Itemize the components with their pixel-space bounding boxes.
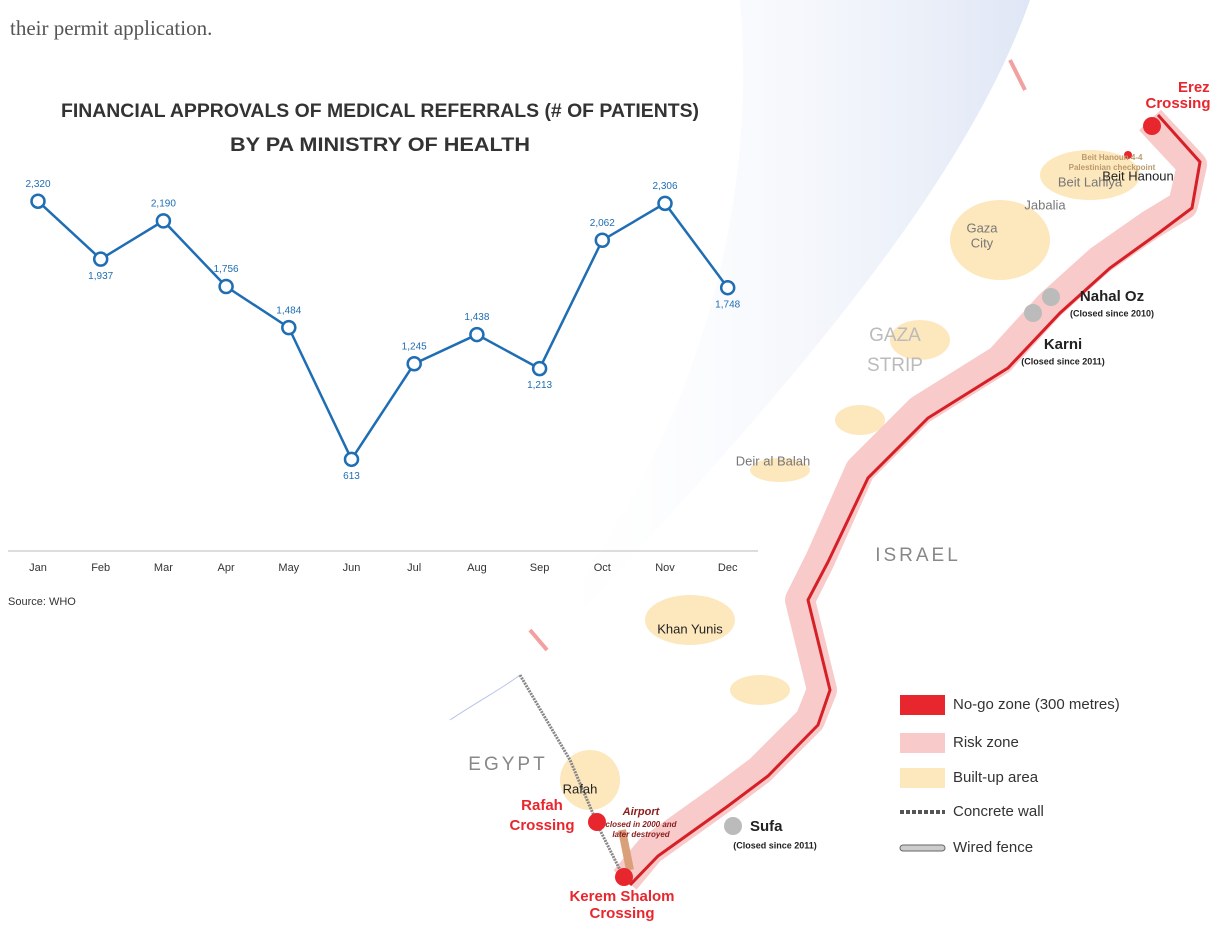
map-label: STRIP bbox=[867, 355, 923, 376]
point bbox=[92, 251, 109, 267]
border-fence bbox=[518, 674, 627, 881]
line-chart: FINANCIAL APPROVALS OF MEDICAL REFERRALS… bbox=[8, 101, 758, 608]
map-label: Nahal Oz bbox=[1080, 288, 1144, 305]
data-label: 2,062 bbox=[590, 218, 615, 229]
point bbox=[343, 451, 360, 468]
map: Erez Crossing Beit Hanoun 4-4 Palestinia… bbox=[449, 0, 1211, 922]
map-label: (Closed since 2011) bbox=[1021, 356, 1105, 366]
risk-zone bbox=[613, 109, 1207, 890]
data-label: 1,484 bbox=[276, 305, 301, 316]
intro-text: their permit application. bbox=[10, 16, 212, 40]
data-label: 2,306 bbox=[652, 181, 677, 192]
legend-label: No-go zone (300 metres) bbox=[953, 696, 1120, 713]
legend-swatch bbox=[899, 844, 946, 852]
map-label: GAZA bbox=[869, 325, 921, 346]
x-tick-label: Apr bbox=[218, 562, 235, 574]
legend-label: Concrete wall bbox=[953, 803, 1044, 820]
x-tick-label: May bbox=[278, 562, 299, 574]
no-go-zone bbox=[628, 114, 1202, 887]
legend-label: Wired fence bbox=[953, 839, 1033, 856]
point bbox=[406, 356, 422, 372]
data-label: 613 bbox=[343, 471, 360, 482]
map-label: Beit Lahiya bbox=[1058, 174, 1123, 189]
map-label: ISRAEL bbox=[875, 545, 961, 566]
map-label: Erez bbox=[1178, 79, 1210, 96]
map-label: Rafah bbox=[563, 781, 598, 796]
point bbox=[594, 232, 611, 248]
x-tick-label: Jan bbox=[29, 562, 47, 574]
data-label: 2,320 bbox=[25, 179, 50, 190]
x-tick-label: Jun bbox=[343, 562, 361, 574]
legend-swatch bbox=[900, 695, 945, 715]
map-label: later destroyed bbox=[612, 830, 670, 839]
sea-line bbox=[528, 628, 549, 652]
map-label: Airport bbox=[622, 806, 661, 818]
line bbox=[37, 200, 729, 462]
point bbox=[218, 278, 234, 295]
map-label: (Closed since 2010) bbox=[1070, 308, 1154, 318]
map-label: Sufa bbox=[750, 818, 783, 835]
legend-swatch bbox=[900, 733, 945, 753]
point bbox=[281, 319, 297, 336]
x-tick-label: Nov bbox=[655, 562, 675, 574]
point bbox=[657, 195, 673, 212]
data-label: 1,213 bbox=[527, 380, 552, 391]
coast bbox=[449, 674, 521, 721]
map-legend: No-go zone (300 metres) Risk zone Built-… bbox=[899, 695, 1120, 856]
map-label: Beit Hanoun 4-4 bbox=[1082, 153, 1143, 162]
data-label: 1,937 bbox=[88, 271, 113, 282]
map-label: Crossing bbox=[1145, 95, 1210, 112]
map-label: Kerem Shalom bbox=[569, 888, 674, 905]
data-label: 1,748 bbox=[715, 299, 740, 310]
x-tick-label: Feb bbox=[91, 562, 110, 574]
x-tick-label: Mar bbox=[154, 562, 173, 574]
legend-swatch bbox=[900, 768, 945, 788]
chart-subtitle: BY PA MINISTRY OF HEALTH bbox=[230, 135, 530, 156]
map-label: Rafah bbox=[521, 797, 563, 814]
crossing-icons bbox=[588, 117, 1161, 886]
data-label: 1,756 bbox=[214, 264, 239, 275]
legend-label: Built-up area bbox=[953, 769, 1039, 786]
legend-label: Risk zone bbox=[953, 734, 1019, 751]
x-tick-label: Dec bbox=[718, 562, 738, 574]
x-tick-label: Aug bbox=[467, 562, 487, 574]
map-label: closed in 2000 and bbox=[605, 820, 677, 829]
x-tick-label: Sep bbox=[530, 562, 550, 574]
map-label: Palestinian checkpoint bbox=[1069, 163, 1156, 172]
map-label: EGYPT bbox=[468, 754, 547, 775]
map-label: Gaza bbox=[966, 220, 998, 235]
data-label: 1,245 bbox=[402, 341, 427, 352]
source: Source: WHO bbox=[8, 596, 76, 608]
point bbox=[155, 213, 172, 229]
x-tick-label: Oct bbox=[594, 562, 611, 574]
built-up bbox=[560, 150, 1140, 810]
point bbox=[30, 193, 46, 209]
map-label: Deir al Balah bbox=[736, 453, 810, 468]
map-label: Crossing bbox=[589, 905, 654, 922]
sea-line bbox=[1008, 59, 1027, 91]
map-label: (Closed since 2011) bbox=[733, 840, 817, 850]
map-label: Jabalia bbox=[1024, 197, 1066, 212]
map-label: City bbox=[971, 235, 994, 250]
airport bbox=[618, 829, 634, 871]
sea bbox=[520, 0, 1030, 660]
point bbox=[531, 360, 548, 377]
x-tick-label: Jul bbox=[407, 562, 421, 574]
data-label: 2,190 bbox=[151, 199, 176, 210]
map-label: Beit Hanoun bbox=[1102, 168, 1174, 183]
point bbox=[719, 279, 736, 296]
data-label: 1,438 bbox=[464, 312, 489, 323]
chart-title: FINANCIAL APPROVALS OF MEDICAL REFERRALS… bbox=[61, 101, 699, 122]
map-label: Khan Yunis bbox=[657, 621, 723, 636]
point bbox=[469, 326, 485, 343]
map-label: Karni bbox=[1044, 336, 1082, 353]
map-label: Crossing bbox=[509, 817, 574, 834]
